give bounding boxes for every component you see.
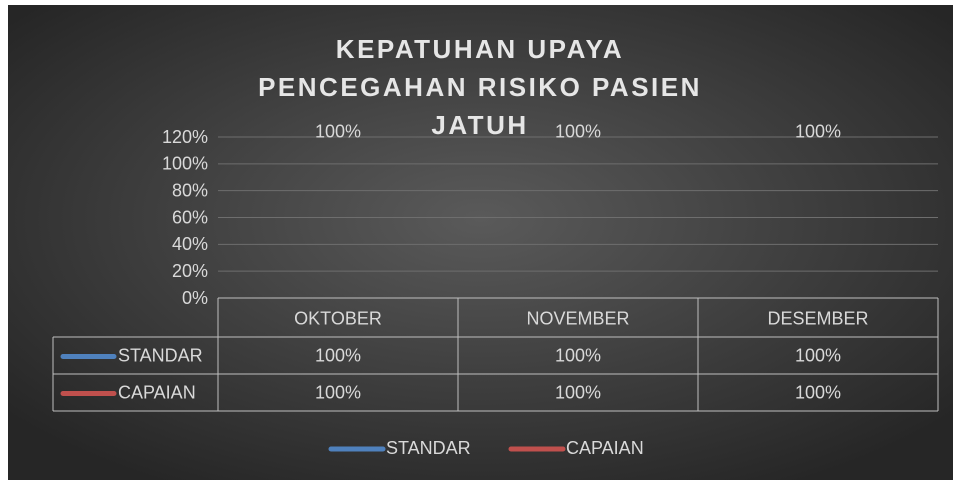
- x-tick-label: OKTOBER: [294, 308, 382, 328]
- chart-title: KEPATUHAN UPAYA PENCEGAHAN RISIKO PASIEN…: [258, 34, 702, 140]
- x-tick-label: NOVEMBER: [526, 308, 629, 328]
- data-label: 100%: [795, 122, 841, 142]
- data-label: 100%: [555, 122, 601, 142]
- chart-background: [8, 5, 953, 480]
- table-cell: 100%: [555, 382, 601, 402]
- y-tick-label: 100%: [162, 154, 208, 174]
- legend-label: CAPAIAN: [566, 438, 644, 458]
- table-cell: 100%: [315, 345, 361, 365]
- x-tick-label: DESEMBER: [767, 308, 868, 328]
- table-cell: 100%: [555, 345, 601, 365]
- table-cell: 100%: [795, 382, 841, 402]
- y-tick-label: 40%: [172, 234, 208, 254]
- table-row-label: STANDAR: [118, 345, 203, 365]
- data-label: 100%: [315, 122, 361, 142]
- y-tick-label: 120%: [162, 127, 208, 147]
- y-tick-label: 0%: [182, 288, 208, 308]
- legend-label: STANDAR: [386, 438, 471, 458]
- table-row-label: CAPAIAN: [118, 382, 196, 402]
- y-tick-label: 20%: [172, 261, 208, 281]
- y-tick-label: 60%: [172, 207, 208, 227]
- table-cell: 100%: [315, 382, 361, 402]
- y-tick-label: 80%: [172, 180, 208, 200]
- table-cell: 100%: [795, 345, 841, 365]
